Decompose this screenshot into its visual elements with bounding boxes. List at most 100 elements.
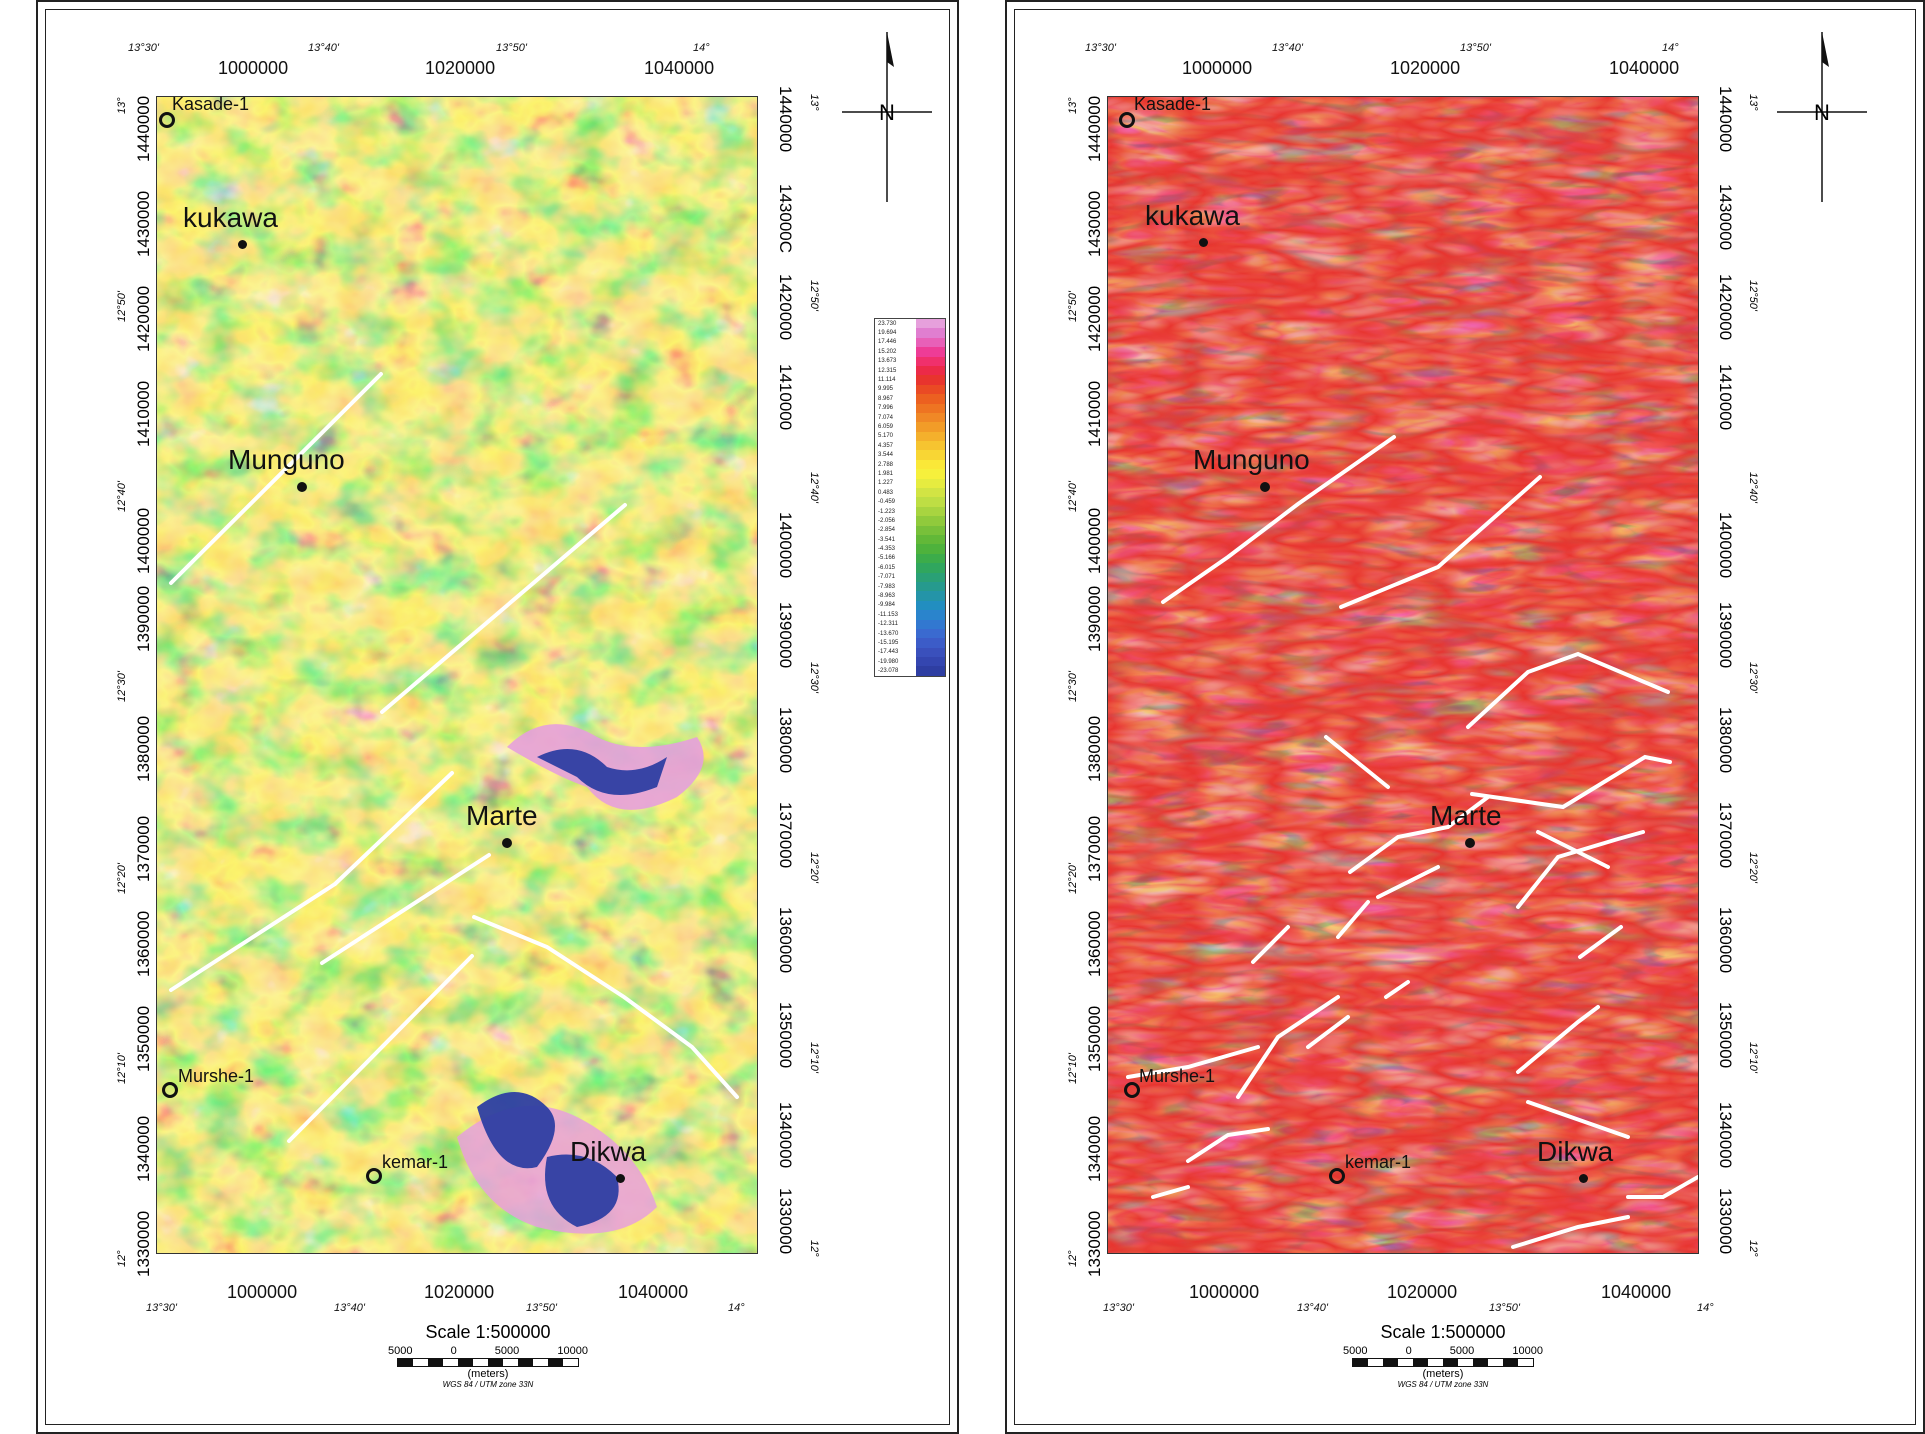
lon-tick: 13°40': [334, 1302, 365, 1314]
northing-tick-right: 1340000: [1716, 1102, 1735, 1169]
place-label-marte: Marte: [466, 800, 538, 831]
legend-value: 19.694: [878, 330, 897, 337]
northing-tick-right: 1330000: [1716, 1188, 1735, 1255]
northing-tick: 1410000: [134, 380, 153, 447]
legend-swatch: [916, 563, 945, 573]
northing-tick: 1370000: [134, 815, 153, 882]
legend-value: -9.984: [878, 602, 896, 609]
scale-bar-label: 0: [1405, 1345, 1412, 1357]
legend-value: 3.544: [878, 452, 894, 459]
legend-swatch: [916, 375, 945, 385]
northing-tick-right: 1360000: [776, 907, 795, 974]
legend-value: -7.983: [878, 583, 896, 590]
lon-tick: 14°: [1697, 1302, 1714, 1314]
legend-swatch: [916, 422, 945, 432]
legend-swatch: [916, 534, 945, 545]
legend-swatch: [916, 553, 945, 564]
scale-bar-labels: 5000 0 5000 10000: [1343, 1345, 1543, 1357]
right-map-panel: 13°30' 13°40' 13°50' 14° 1000000 1020000…: [1005, 0, 1925, 1434]
lat-tick-right: 13°: [1747, 94, 1759, 111]
northing-tick: 1440000: [1085, 95, 1104, 162]
legend-row: 1.227: [875, 478, 945, 489]
northing-tick: 1430000: [1085, 190, 1104, 257]
legend-row: -12.311: [875, 619, 945, 629]
northing-tick-right: 1350000: [776, 1002, 795, 1069]
town-marker-icon: [1260, 482, 1270, 492]
northing-tick-right: 1370000: [776, 802, 795, 869]
place-label-kasade: Kasade-1: [172, 94, 250, 114]
northing-tick-right: 1420000: [1716, 274, 1735, 341]
projection-label: WGS 84 / UTM zone 33N: [442, 1380, 534, 1389]
easting-tick: 1040000: [618, 1282, 689, 1302]
legend-swatch: [916, 666, 945, 676]
easting-tick: 1040000: [1609, 58, 1680, 78]
legend-value: -17.443: [878, 649, 899, 656]
lon-tick: 13°30': [146, 1302, 177, 1314]
lat-tick-right: 12°50': [808, 280, 820, 311]
legend-swatch: [916, 610, 945, 620]
lat-tick-right: 13°: [808, 94, 820, 111]
well-icon: [1119, 112, 1135, 128]
northing-tick-right: 1410000: [1716, 364, 1735, 431]
lat-tick-right: 12°40': [1747, 472, 1759, 503]
northing-tick-right: 1350000: [1716, 1002, 1735, 1069]
north-arrow-icon: N: [1777, 22, 1867, 202]
legend-value: -12.311: [878, 621, 898, 628]
legend-value: -13.670: [878, 630, 899, 637]
place-label-dikwa: Dikwa: [570, 1136, 647, 1167]
legend-value: -3.541: [878, 536, 896, 543]
legend-value: 11.114: [878, 377, 896, 384]
legend-swatch: [916, 319, 945, 329]
easting-tick: 1020000: [1387, 1282, 1458, 1302]
map-left-svg: [157, 97, 757, 1253]
legend-value: 15.202: [878, 348, 897, 355]
legend-swatch: [916, 384, 945, 395]
northing-tick: 1410000: [1085, 380, 1104, 447]
easting-tick: 1000000: [218, 58, 289, 78]
lat-tick-right: 12°: [808, 1240, 820, 1257]
town-marker-icon: [1199, 238, 1208, 247]
northing-tick-right: 1340000: [776, 1102, 795, 1169]
legend-swatch: [916, 394, 945, 404]
legend-swatch: [916, 412, 945, 423]
legend-row: -19.980: [875, 657, 945, 667]
scale-title: Scale 1:500000: [1380, 1322, 1506, 1342]
northing-tick-right: 1330000: [776, 1188, 795, 1255]
legend-row: -7.071: [875, 572, 945, 582]
legend-row: -6.015: [875, 563, 945, 573]
lat-tick: 12°: [1067, 1250, 1079, 1267]
legend-row: -13.670: [875, 628, 945, 639]
legend-value: -6.015: [878, 564, 896, 571]
magnetic-anomaly-map-left: [156, 96, 758, 1254]
scale-units: (meters): [1422, 1368, 1464, 1380]
legend-swatch: [916, 581, 945, 592]
legend-row: -8.963: [875, 591, 945, 601]
legend-value: -2.056: [878, 517, 896, 524]
lon-tick: 13°40': [308, 42, 339, 54]
place-label-munguno: Munguno: [1193, 444, 1310, 475]
legend-swatch: [916, 478, 945, 489]
legend-value: 7.074: [878, 414, 894, 421]
northing-tick: 1380000: [134, 715, 153, 782]
lat-tick-right: 12°30': [808, 662, 820, 693]
lat-tick: 12°30': [116, 671, 128, 702]
legend-row: -7.983: [875, 581, 945, 592]
well-icon: [162, 1082, 178, 1098]
scale-bar: [397, 1358, 579, 1367]
left-map-panel: 13°30' 13°40' 13°50' 14° 1000000 1020000…: [36, 0, 959, 1434]
northing-tick: 1330000: [134, 1210, 153, 1277]
legend-row: 0.483: [875, 488, 945, 498]
legend-value: 4.357: [878, 442, 894, 449]
northing-tick: 1380000: [1085, 715, 1104, 782]
lat-tick-right: 12°20': [808, 852, 820, 883]
northing-tick-right: 1440000: [776, 86, 795, 153]
northing-tick-right: 143000C: [776, 184, 795, 254]
scale-bar-label: 5000: [388, 1345, 413, 1357]
lon-tick: 14°: [728, 1302, 745, 1314]
legend-swatch: [916, 469, 945, 479]
lat-tick: 12°20': [1067, 863, 1079, 894]
legend-row: -2.056: [875, 516, 945, 526]
legend-value: -0.459: [878, 499, 896, 506]
place-label-kukawa: kukawa: [1145, 200, 1240, 231]
scale-bar: [1352, 1358, 1534, 1367]
